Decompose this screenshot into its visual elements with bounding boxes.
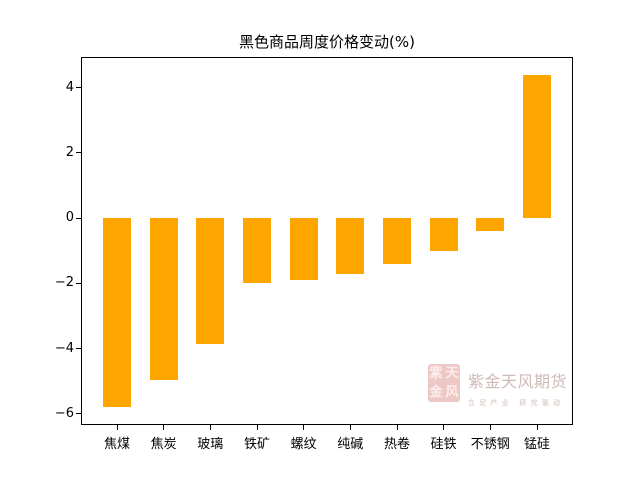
bar: [429, 218, 458, 251]
y-tick-mark: [76, 282, 81, 284]
chart-title: 黑色商品周度价格变动(%): [239, 33, 415, 51]
y-tick-label: −2: [54, 275, 74, 291]
bar: [196, 218, 225, 344]
x-tick-label: 焦煤: [103, 437, 130, 452]
bar: [243, 218, 271, 284]
bar: [383, 218, 411, 264]
x-tick-mark: [396, 425, 398, 430]
x-tick-mark: [303, 425, 305, 430]
x-tick-mark: [536, 425, 538, 430]
y-tick-label: −4: [54, 340, 74, 356]
y-tick-label: −6: [54, 405, 74, 421]
y-tick-label: 4: [65, 79, 74, 95]
x-tick-label: 螺纹: [290, 437, 317, 452]
y-tick-mark: [76, 348, 81, 350]
bar: [103, 218, 131, 408]
y-tick-label: 2: [65, 144, 74, 160]
x-tick-label: 热卷: [383, 437, 410, 452]
x-tick-label: 锰硅: [523, 437, 550, 452]
x-tick-mark: [116, 425, 118, 430]
x-tick-label: 铁矿: [243, 437, 270, 452]
x-tick-label: 硅铁: [430, 437, 457, 452]
x-tick-mark: [209, 425, 211, 430]
x-tick-label: 焦炭: [150, 437, 177, 452]
x-tick-label: 玻璃: [197, 437, 224, 452]
x-tick-mark: [256, 425, 258, 430]
x-tick-mark: [489, 425, 491, 430]
bar: [336, 218, 365, 274]
x-tick-mark: [349, 425, 351, 430]
x-tick-mark: [443, 425, 445, 430]
y-tick-mark: [76, 217, 81, 219]
x-tick-label: 不锈钢: [470, 437, 510, 452]
bar: [149, 218, 178, 380]
bar: [523, 74, 551, 219]
y-tick-mark: [76, 152, 81, 154]
x-tick-mark: [163, 425, 165, 430]
y-tick-label: 0: [65, 210, 74, 226]
bar: [289, 218, 318, 281]
x-tick-label: 纯碱: [337, 437, 364, 452]
y-tick-mark: [76, 87, 81, 89]
bar: [476, 218, 505, 232]
y-tick-mark: [76, 413, 81, 415]
plot-area: 焦煤 焦炭 玻璃 铁矿 螺纹 纯碱 热卷 硅铁 不锈钢 锰硅 4 2 0 −2 −4 −6: [55, 57, 573, 452]
